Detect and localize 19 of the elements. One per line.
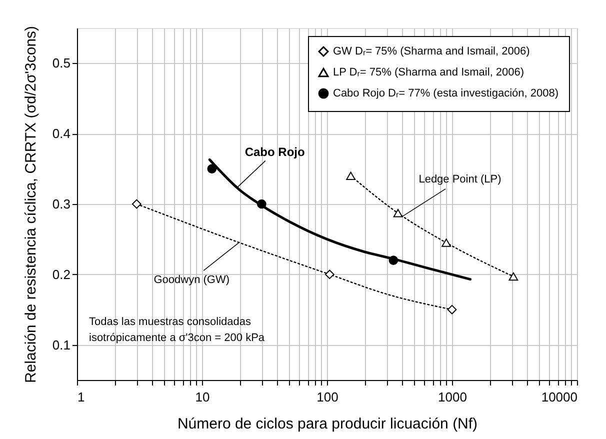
x-axis-title: Número de ciclos para producir licuación (Nf): [177, 416, 478, 432]
y-tick-label: 0.2: [52, 266, 70, 282]
y-axis-title: Relación de resistencia cíclica, CRRTX (σd/2σ'3cons): [22, 26, 40, 384]
legend-label: GW Dᵣ= 75% (Sharma and Ismail, 2006): [333, 46, 530, 58]
x-tick-label: 100: [316, 390, 338, 404]
x-tick-label: 1000: [438, 390, 467, 404]
annotation: Ledge Point (LP): [418, 174, 502, 186]
y-tick-label: 0.4: [52, 126, 70, 142]
y-tick-label: 0.3: [52, 196, 70, 212]
annotation: Cabo Rojo: [244, 144, 305, 159]
y-tick-label: 0.5: [52, 56, 70, 71]
x-tick-label: 10: [195, 390, 210, 404]
annotation: Todas las muestras consolidadas isotrópicamente a σ'3con = 200 kPa: [89, 316, 266, 344]
y-tick-label: 0.1: [52, 337, 70, 352]
x-tick-label: 10000: [541, 390, 578, 404]
legend-label: Cabo Rojo Dᵣ= 77% (esta investigación, 2008): [333, 88, 559, 100]
annotation: Goodwyn (GW): [154, 274, 230, 286]
x-tick-label: 1: [78, 390, 85, 404]
legend-label: LP Dᵣ= 75% (Sharma and Ismail, 2006): [333, 66, 524, 78]
